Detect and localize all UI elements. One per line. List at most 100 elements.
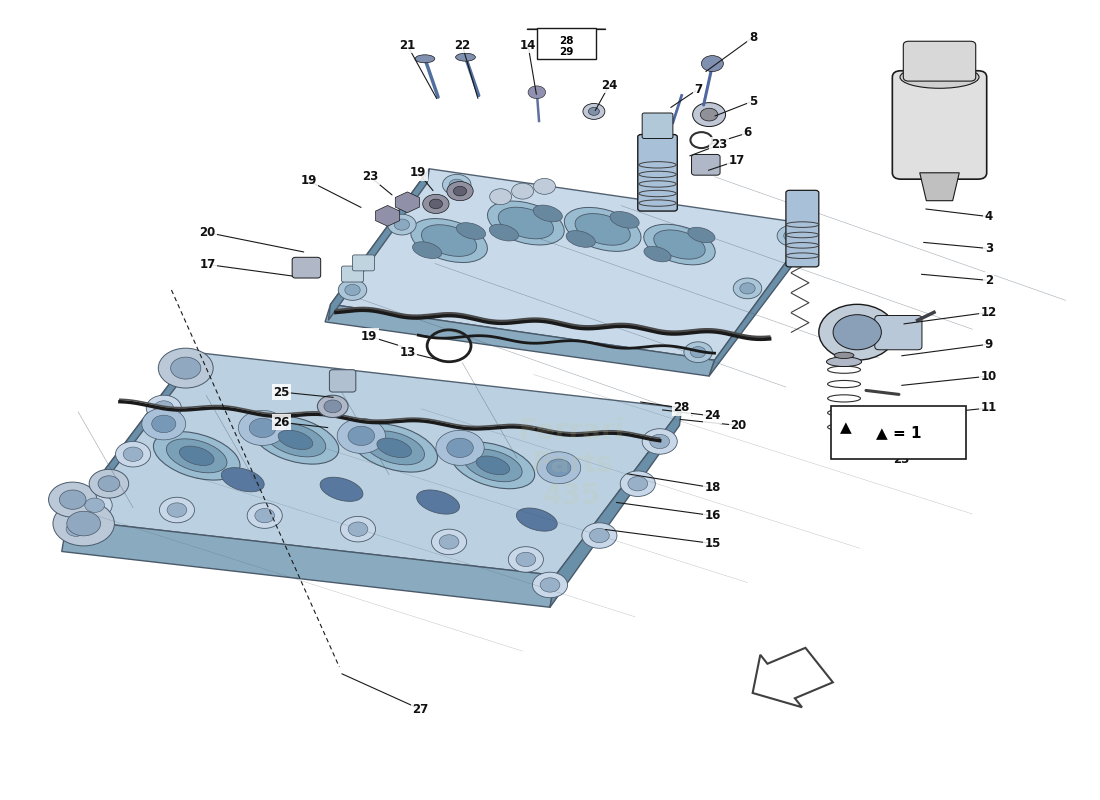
Ellipse shape <box>221 468 264 492</box>
Polygon shape <box>375 206 399 226</box>
Circle shape <box>142 408 186 440</box>
FancyBboxPatch shape <box>874 315 922 350</box>
FancyBboxPatch shape <box>903 42 976 81</box>
Circle shape <box>447 438 473 458</box>
Ellipse shape <box>179 446 214 466</box>
Ellipse shape <box>564 207 641 251</box>
Text: 19: 19 <box>300 174 317 187</box>
Text: ▲: ▲ <box>840 421 852 435</box>
Text: 8: 8 <box>749 30 757 44</box>
Circle shape <box>340 516 375 542</box>
Text: 16: 16 <box>704 509 720 522</box>
Circle shape <box>642 429 678 454</box>
Text: 12: 12 <box>981 306 997 319</box>
Ellipse shape <box>278 430 312 450</box>
Circle shape <box>66 522 86 536</box>
Circle shape <box>447 182 473 201</box>
Ellipse shape <box>415 55 434 62</box>
Ellipse shape <box>412 242 442 258</box>
Circle shape <box>152 415 176 433</box>
Circle shape <box>422 194 449 214</box>
Ellipse shape <box>688 227 715 242</box>
Ellipse shape <box>498 207 553 239</box>
Text: 10: 10 <box>981 370 997 382</box>
Polygon shape <box>710 225 813 376</box>
Circle shape <box>833 314 881 350</box>
Ellipse shape <box>487 201 564 245</box>
FancyBboxPatch shape <box>785 190 818 267</box>
FancyBboxPatch shape <box>638 134 678 211</box>
Text: 7: 7 <box>694 82 702 95</box>
Text: 3: 3 <box>984 242 993 255</box>
Circle shape <box>77 493 112 518</box>
Circle shape <box>146 395 182 421</box>
Circle shape <box>337 418 385 454</box>
Circle shape <box>431 529 466 554</box>
Circle shape <box>777 226 805 246</box>
Circle shape <box>537 452 581 484</box>
FancyBboxPatch shape <box>293 258 321 278</box>
Polygon shape <box>329 169 429 320</box>
Text: 26: 26 <box>273 416 289 429</box>
Circle shape <box>740 283 756 294</box>
Circle shape <box>582 522 617 548</box>
Text: 19: 19 <box>361 330 377 342</box>
Text: 6: 6 <box>744 126 751 139</box>
Circle shape <box>154 401 174 415</box>
Circle shape <box>160 498 195 522</box>
Text: 22: 22 <box>454 38 471 52</box>
Circle shape <box>650 434 670 449</box>
Text: 20: 20 <box>730 419 747 432</box>
Circle shape <box>89 470 129 498</box>
Text: 25: 25 <box>273 386 289 398</box>
Ellipse shape <box>364 431 425 465</box>
Text: 4: 4 <box>984 210 993 223</box>
Text: 9: 9 <box>984 338 993 350</box>
Text: 11: 11 <box>981 402 997 414</box>
Text: 15: 15 <box>704 537 720 550</box>
Circle shape <box>158 348 213 388</box>
Ellipse shape <box>421 225 476 256</box>
Polygon shape <box>64 352 194 535</box>
Polygon shape <box>920 173 959 201</box>
Ellipse shape <box>516 508 558 531</box>
Text: 27: 27 <box>412 703 429 716</box>
Polygon shape <box>550 408 682 607</box>
Circle shape <box>429 199 442 209</box>
Ellipse shape <box>644 246 671 262</box>
Text: 29: 29 <box>559 47 573 58</box>
Circle shape <box>628 477 648 491</box>
Text: ▲ = 1: ▲ = 1 <box>876 425 921 440</box>
FancyBboxPatch shape <box>892 70 987 179</box>
Circle shape <box>620 471 656 497</box>
Text: 24: 24 <box>704 410 720 422</box>
Circle shape <box>693 102 726 126</box>
FancyBboxPatch shape <box>830 406 966 459</box>
Circle shape <box>255 509 275 522</box>
FancyBboxPatch shape <box>537 29 596 58</box>
Circle shape <box>702 56 724 71</box>
Ellipse shape <box>644 224 715 265</box>
Circle shape <box>701 108 718 121</box>
Text: 28: 28 <box>673 402 690 414</box>
Circle shape <box>58 516 94 542</box>
Ellipse shape <box>610 211 639 228</box>
Circle shape <box>344 285 360 295</box>
Circle shape <box>516 552 536 566</box>
Polygon shape <box>331 169 813 360</box>
Circle shape <box>540 578 560 592</box>
Polygon shape <box>395 192 419 213</box>
Ellipse shape <box>900 66 979 88</box>
Text: 17: 17 <box>199 258 216 271</box>
FancyBboxPatch shape <box>352 255 374 271</box>
Ellipse shape <box>456 222 485 239</box>
Ellipse shape <box>377 438 411 458</box>
Text: 28: 28 <box>559 36 574 46</box>
Text: 24: 24 <box>601 78 617 91</box>
Circle shape <box>436 430 484 466</box>
Circle shape <box>338 280 366 300</box>
Polygon shape <box>62 519 556 607</box>
Text: 14: 14 <box>520 38 536 52</box>
FancyBboxPatch shape <box>692 154 720 175</box>
Ellipse shape <box>490 224 518 241</box>
